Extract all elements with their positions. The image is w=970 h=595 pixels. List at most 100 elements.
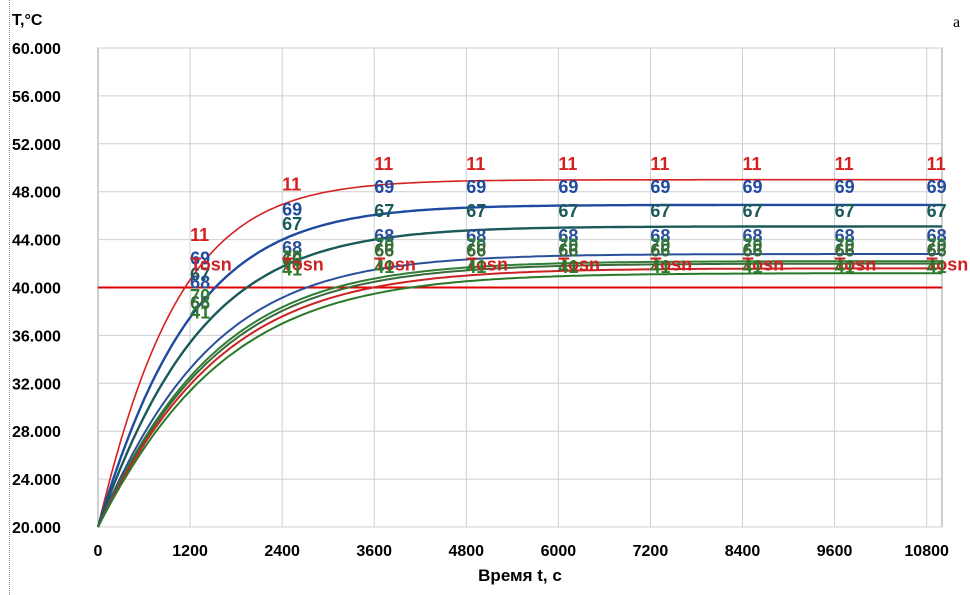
- series-label-11: 11: [190, 225, 209, 245]
- series-label-tosn: Tosn: [650, 255, 692, 275]
- series-label-67: 67: [190, 264, 210, 284]
- series-label-41: 41: [927, 257, 947, 277]
- y-tick-label: 52.000: [12, 137, 61, 154]
- y-tick-label: 40.000: [12, 281, 61, 298]
- series-label-41: 41: [650, 257, 670, 277]
- series-label-41: 41: [466, 257, 486, 277]
- series-label-41: 41: [835, 257, 855, 277]
- series-label-66: 66: [558, 240, 578, 260]
- y-tick-label: 36.000: [12, 328, 61, 345]
- series-label-66: 66: [374, 240, 394, 260]
- series-label-70: 70: [558, 236, 578, 256]
- series-label-68: 68: [835, 226, 855, 246]
- series-label-67: 67: [466, 201, 486, 221]
- series-label-66: 66: [466, 240, 486, 260]
- series-line-41: [97, 272, 942, 528]
- x-axis-label: Время t, с: [478, 566, 562, 585]
- x-tick-label: 7200: [633, 543, 669, 560]
- y-tick-label: 20.000: [12, 520, 61, 537]
- series-label-68: 68: [374, 226, 394, 246]
- series-label-69: 69: [927, 177, 947, 197]
- series-label-66: 66: [650, 240, 670, 260]
- series-label-41: 41: [374, 257, 394, 277]
- series-label-68: 68: [743, 226, 763, 246]
- series-label-70: 70: [282, 248, 302, 268]
- series-line-68: [97, 253, 942, 528]
- y-tick-label: 56.000: [12, 89, 61, 106]
- series-label-67: 67: [282, 214, 302, 234]
- series-label-68: 68: [558, 226, 578, 246]
- y-axis-label: T,°C: [12, 12, 43, 29]
- series-label-11: 11: [558, 154, 577, 174]
- series-label-66: 66: [835, 240, 855, 260]
- series-label-41: 41: [558, 257, 578, 277]
- series-label-70: 70: [650, 236, 670, 256]
- x-tick-label: 1200: [172, 543, 208, 560]
- series-label-11: 11: [835, 154, 854, 174]
- series-label-69: 69: [466, 177, 486, 197]
- series-label-66: 66: [282, 250, 302, 270]
- series-label-68: 68: [927, 226, 947, 246]
- series-label-70: 70: [927, 236, 947, 256]
- y-tick-label: 32.000: [12, 376, 61, 393]
- series-line-67: [96, 225, 942, 528]
- series-label-11: 11: [282, 175, 301, 195]
- series-label-tosn: Tosn: [835, 255, 877, 275]
- x-tick-label: 4800: [448, 543, 484, 560]
- series-line-69: [96, 203, 942, 528]
- series-label-11: 11: [374, 154, 393, 174]
- series-line-tosn: [97, 267, 942, 528]
- series-label-tosn: Tosn: [374, 255, 416, 275]
- series-label-70: 70: [835, 236, 855, 256]
- x-tick-label: 10800: [904, 543, 949, 560]
- series-label-41: 41: [743, 257, 763, 277]
- series-label-tosn: Tosn: [282, 255, 324, 275]
- x-tick-label: 2400: [264, 543, 300, 560]
- series-label-68: 68: [466, 226, 486, 246]
- series-label-67: 67: [374, 201, 394, 221]
- series-label-69: 69: [558, 177, 578, 197]
- series-label-69: 69: [743, 177, 763, 197]
- series-label-68: 68: [650, 226, 670, 246]
- x-tick-label: 3600: [356, 543, 392, 560]
- panel-letter: a: [953, 14, 961, 31]
- series-label-11: 11: [466, 154, 485, 174]
- series-label-67: 67: [650, 201, 670, 221]
- series-label-70: 70: [466, 236, 486, 256]
- y-tick-label: 44.000: [12, 233, 61, 250]
- series-label-69: 69: [190, 249, 210, 269]
- y-tick-label: 60.000: [12, 41, 61, 58]
- series-label-tosn: Tosn: [558, 255, 600, 275]
- series-label-70: 70: [374, 236, 394, 256]
- series-label-70: 70: [743, 236, 763, 256]
- series-label-11: 11: [743, 154, 762, 174]
- x-tick-label: 9600: [817, 543, 853, 560]
- series-label-11: 11: [927, 154, 946, 174]
- series-label-67: 67: [558, 201, 578, 221]
- y-tick-label: 28.000: [12, 424, 61, 441]
- x-tick-label: 6000: [541, 543, 577, 560]
- series-label-tosn: Tosn: [466, 255, 508, 275]
- series-label-11: 11: [650, 154, 669, 174]
- series-label-66: 66: [190, 293, 210, 313]
- series-label-41: 41: [190, 303, 210, 323]
- series-label-69: 69: [835, 177, 855, 197]
- series-label-67: 67: [835, 201, 855, 221]
- series-label-68: 68: [282, 238, 302, 258]
- series-label-tosn: Tosn: [927, 255, 969, 275]
- series-label-66: 66: [743, 240, 763, 260]
- series-label-69: 69: [374, 177, 394, 197]
- x-tick-label: 0: [94, 543, 103, 560]
- series-label-67: 67: [743, 201, 763, 221]
- x-tick-label: 8400: [725, 543, 761, 560]
- series-label-70: 70: [190, 286, 210, 306]
- y-tick-label: 48.000: [12, 185, 61, 202]
- page-border-line: [9, 0, 10, 595]
- series-label-tosn: Tosn: [743, 255, 785, 275]
- series-label-69: 69: [650, 177, 670, 197]
- series-label-41: 41: [282, 260, 302, 280]
- y-tick-label: 24.000: [12, 472, 61, 489]
- series-label-67: 67: [927, 201, 947, 221]
